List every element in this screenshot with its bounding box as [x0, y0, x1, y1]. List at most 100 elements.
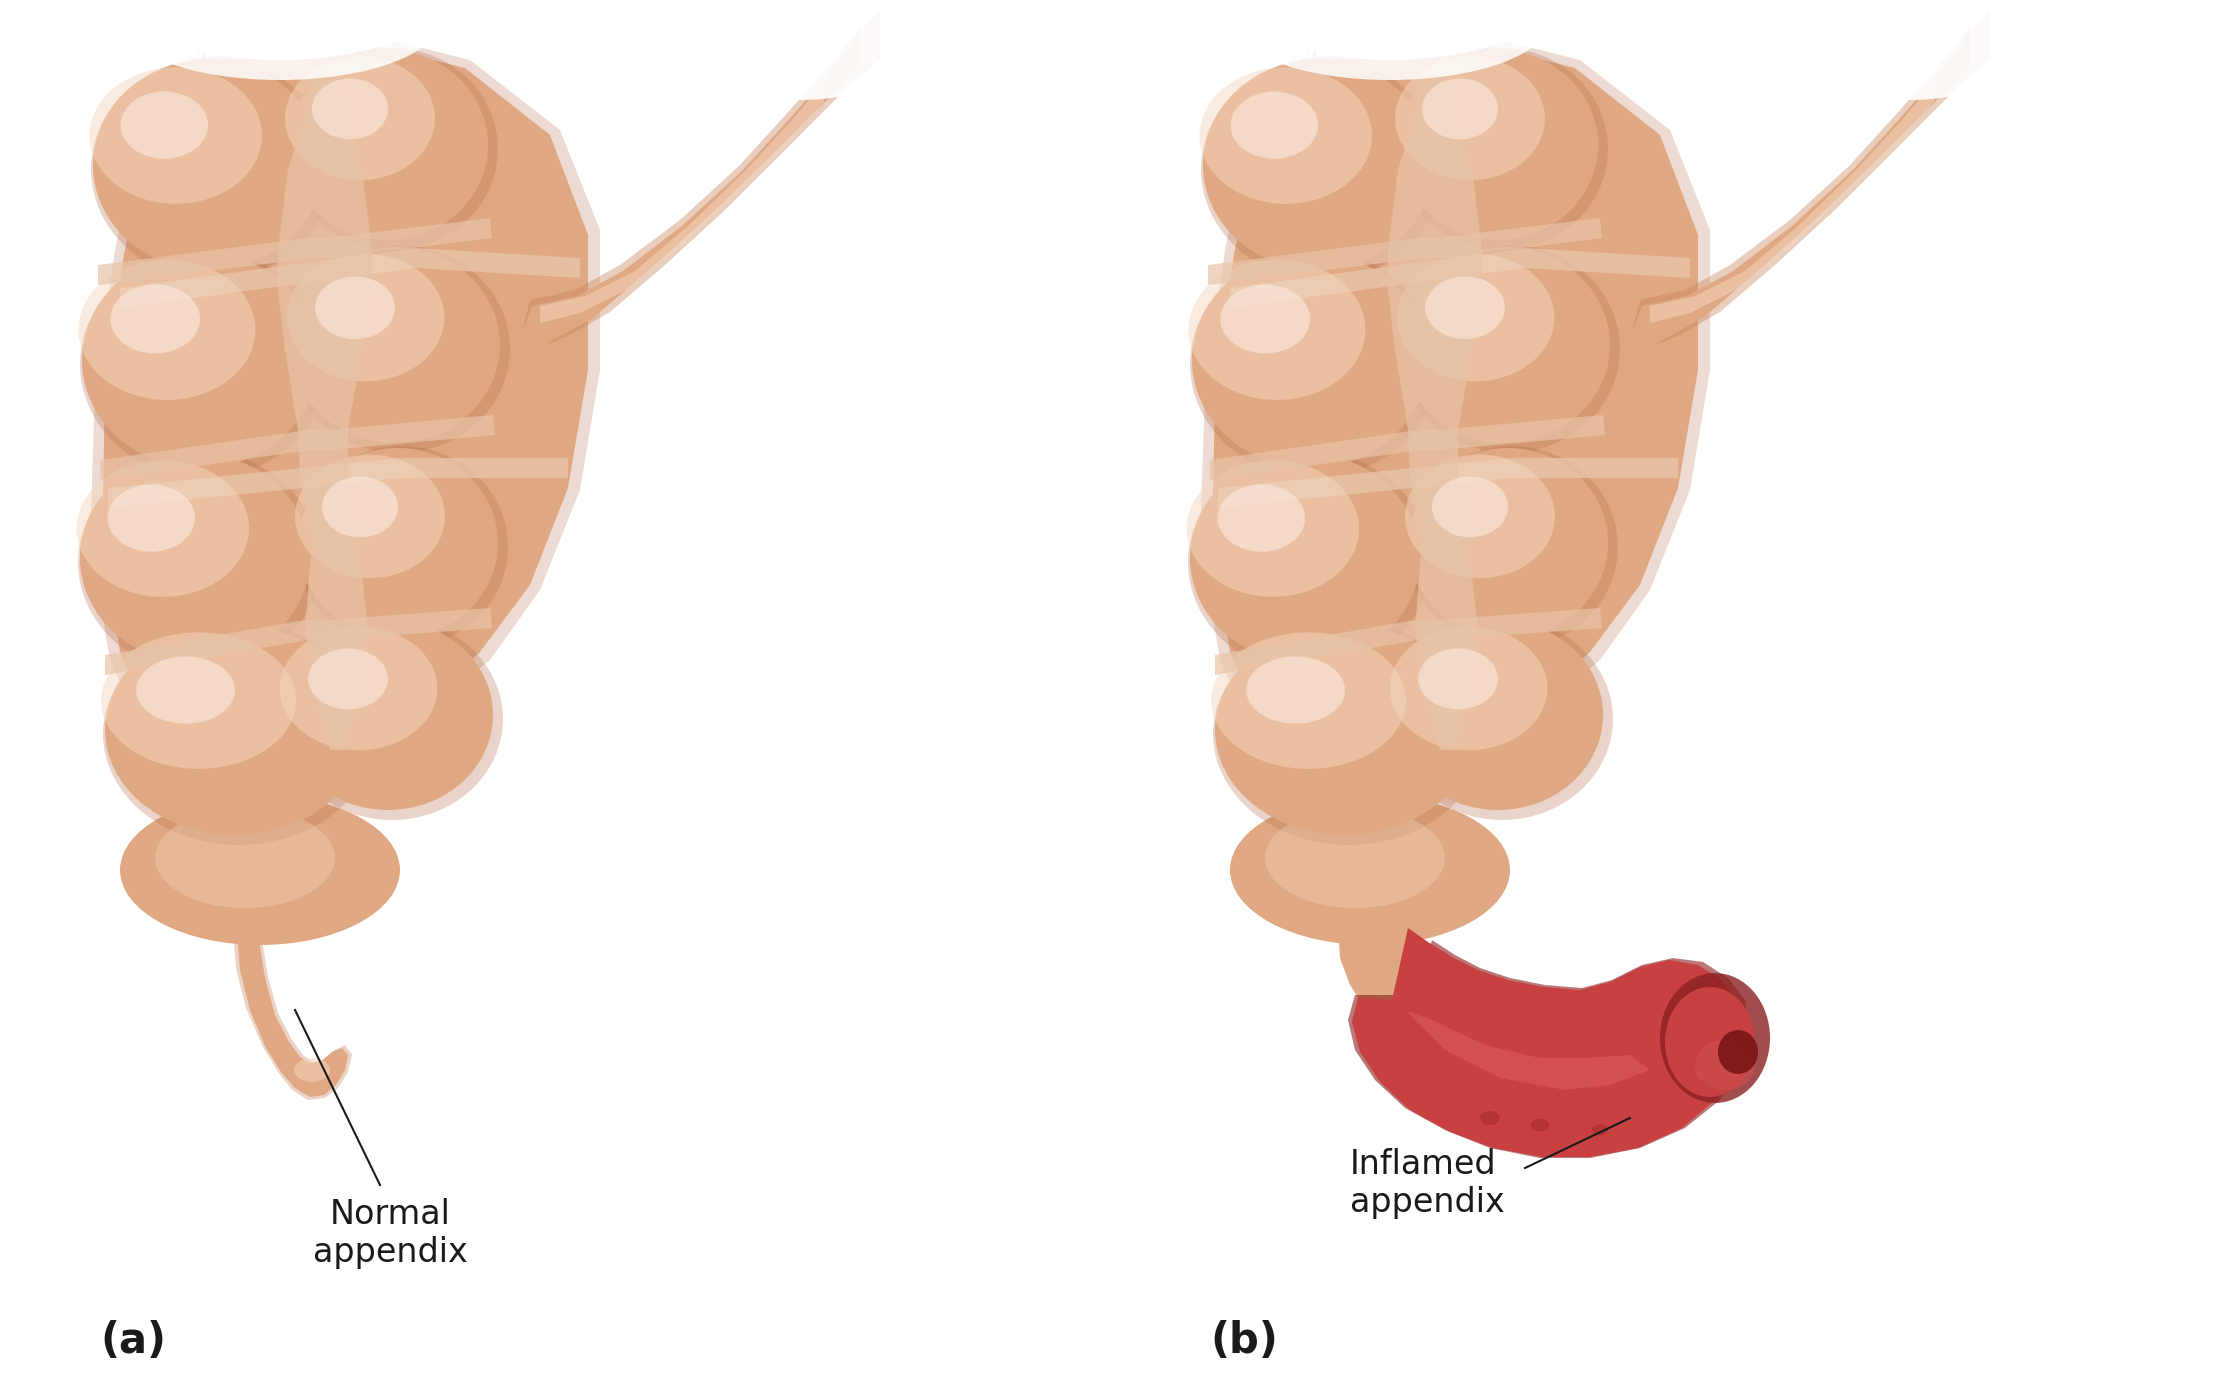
Ellipse shape	[286, 56, 434, 180]
Ellipse shape	[1232, 92, 1318, 158]
Ellipse shape	[104, 626, 365, 835]
Polygon shape	[233, 898, 352, 1100]
Ellipse shape	[1409, 448, 1608, 638]
Polygon shape	[1218, 458, 1679, 507]
Ellipse shape	[1480, 1111, 1500, 1125]
Polygon shape	[195, 10, 365, 60]
Ellipse shape	[1398, 254, 1555, 381]
Ellipse shape	[288, 254, 445, 381]
Polygon shape	[97, 219, 492, 285]
Ellipse shape	[78, 451, 319, 672]
Ellipse shape	[1719, 1030, 1759, 1074]
Ellipse shape	[295, 455, 445, 578]
Ellipse shape	[1189, 452, 1420, 663]
Ellipse shape	[1214, 623, 1484, 846]
Polygon shape	[102, 38, 587, 879]
Ellipse shape	[1407, 446, 1617, 648]
Ellipse shape	[1418, 649, 1497, 710]
Polygon shape	[1351, 928, 1743, 1156]
Text: (a): (a)	[100, 1320, 166, 1363]
Polygon shape	[518, 25, 859, 352]
Ellipse shape	[284, 620, 494, 810]
Ellipse shape	[1398, 245, 1619, 452]
Polygon shape	[91, 30, 600, 890]
Polygon shape	[1207, 219, 1601, 285]
Polygon shape	[1229, 248, 1690, 308]
Ellipse shape	[82, 252, 319, 468]
Ellipse shape	[297, 446, 507, 648]
Ellipse shape	[1229, 795, 1511, 945]
Polygon shape	[237, 901, 348, 1097]
Ellipse shape	[89, 67, 261, 204]
Ellipse shape	[1404, 455, 1555, 578]
Ellipse shape	[1192, 252, 1429, 468]
Ellipse shape	[290, 248, 501, 443]
Ellipse shape	[1209, 0, 1570, 60]
Polygon shape	[1338, 895, 1404, 1008]
Polygon shape	[104, 608, 492, 675]
Ellipse shape	[1659, 974, 1770, 1103]
Polygon shape	[1305, 10, 1475, 60]
Ellipse shape	[299, 448, 498, 638]
Polygon shape	[1630, 10, 1989, 348]
Polygon shape	[1216, 608, 1601, 675]
Ellipse shape	[1189, 250, 1438, 478]
Ellipse shape	[102, 632, 297, 769]
Polygon shape	[540, 82, 824, 323]
Ellipse shape	[104, 623, 374, 846]
Ellipse shape	[135, 656, 235, 723]
Ellipse shape	[295, 1057, 330, 1082]
Polygon shape	[120, 248, 580, 308]
Ellipse shape	[1247, 656, 1345, 723]
Polygon shape	[1650, 82, 1934, 323]
Ellipse shape	[312, 78, 388, 139]
Ellipse shape	[1389, 627, 1548, 751]
Polygon shape	[1349, 941, 1750, 1158]
Ellipse shape	[1666, 987, 1754, 1097]
Ellipse shape	[100, 0, 461, 60]
Ellipse shape	[93, 60, 323, 270]
Ellipse shape	[680, 0, 919, 100]
Ellipse shape	[315, 276, 394, 340]
Ellipse shape	[1395, 56, 1546, 180]
Ellipse shape	[111, 285, 199, 353]
Ellipse shape	[1395, 48, 1608, 250]
Polygon shape	[1201, 30, 1710, 890]
Polygon shape	[109, 458, 567, 507]
Ellipse shape	[1265, 808, 1444, 908]
Ellipse shape	[1218, 484, 1305, 551]
Ellipse shape	[78, 260, 255, 400]
Polygon shape	[521, 10, 879, 348]
Polygon shape	[1404, 1011, 1650, 1090]
Ellipse shape	[1400, 248, 1610, 443]
Ellipse shape	[155, 808, 334, 908]
Ellipse shape	[288, 245, 509, 452]
Ellipse shape	[1201, 58, 1442, 280]
Ellipse shape	[1398, 49, 1597, 241]
Ellipse shape	[1694, 1040, 1754, 1090]
Ellipse shape	[1229, 0, 1550, 80]
Ellipse shape	[1216, 626, 1475, 835]
Ellipse shape	[80, 452, 310, 663]
Polygon shape	[1628, 25, 1969, 352]
Ellipse shape	[1393, 620, 1604, 810]
Ellipse shape	[286, 48, 498, 250]
Text: Inflamed
appendix: Inflamed appendix	[1349, 1148, 1504, 1220]
Ellipse shape	[1201, 67, 1371, 204]
Ellipse shape	[308, 649, 388, 710]
Ellipse shape	[1212, 632, 1407, 769]
Ellipse shape	[1531, 1119, 1548, 1132]
Ellipse shape	[78, 461, 248, 597]
Ellipse shape	[1187, 461, 1360, 597]
Ellipse shape	[1391, 617, 1613, 820]
Text: Normal
appendix: Normal appendix	[312, 1198, 467, 1269]
Polygon shape	[279, 70, 372, 749]
Ellipse shape	[120, 92, 208, 158]
Ellipse shape	[109, 484, 195, 551]
Ellipse shape	[321, 477, 399, 538]
Ellipse shape	[120, 795, 401, 945]
Ellipse shape	[1347, 901, 1391, 990]
Ellipse shape	[279, 627, 436, 751]
Polygon shape	[1311, 10, 1469, 65]
Ellipse shape	[1593, 1125, 1608, 1136]
